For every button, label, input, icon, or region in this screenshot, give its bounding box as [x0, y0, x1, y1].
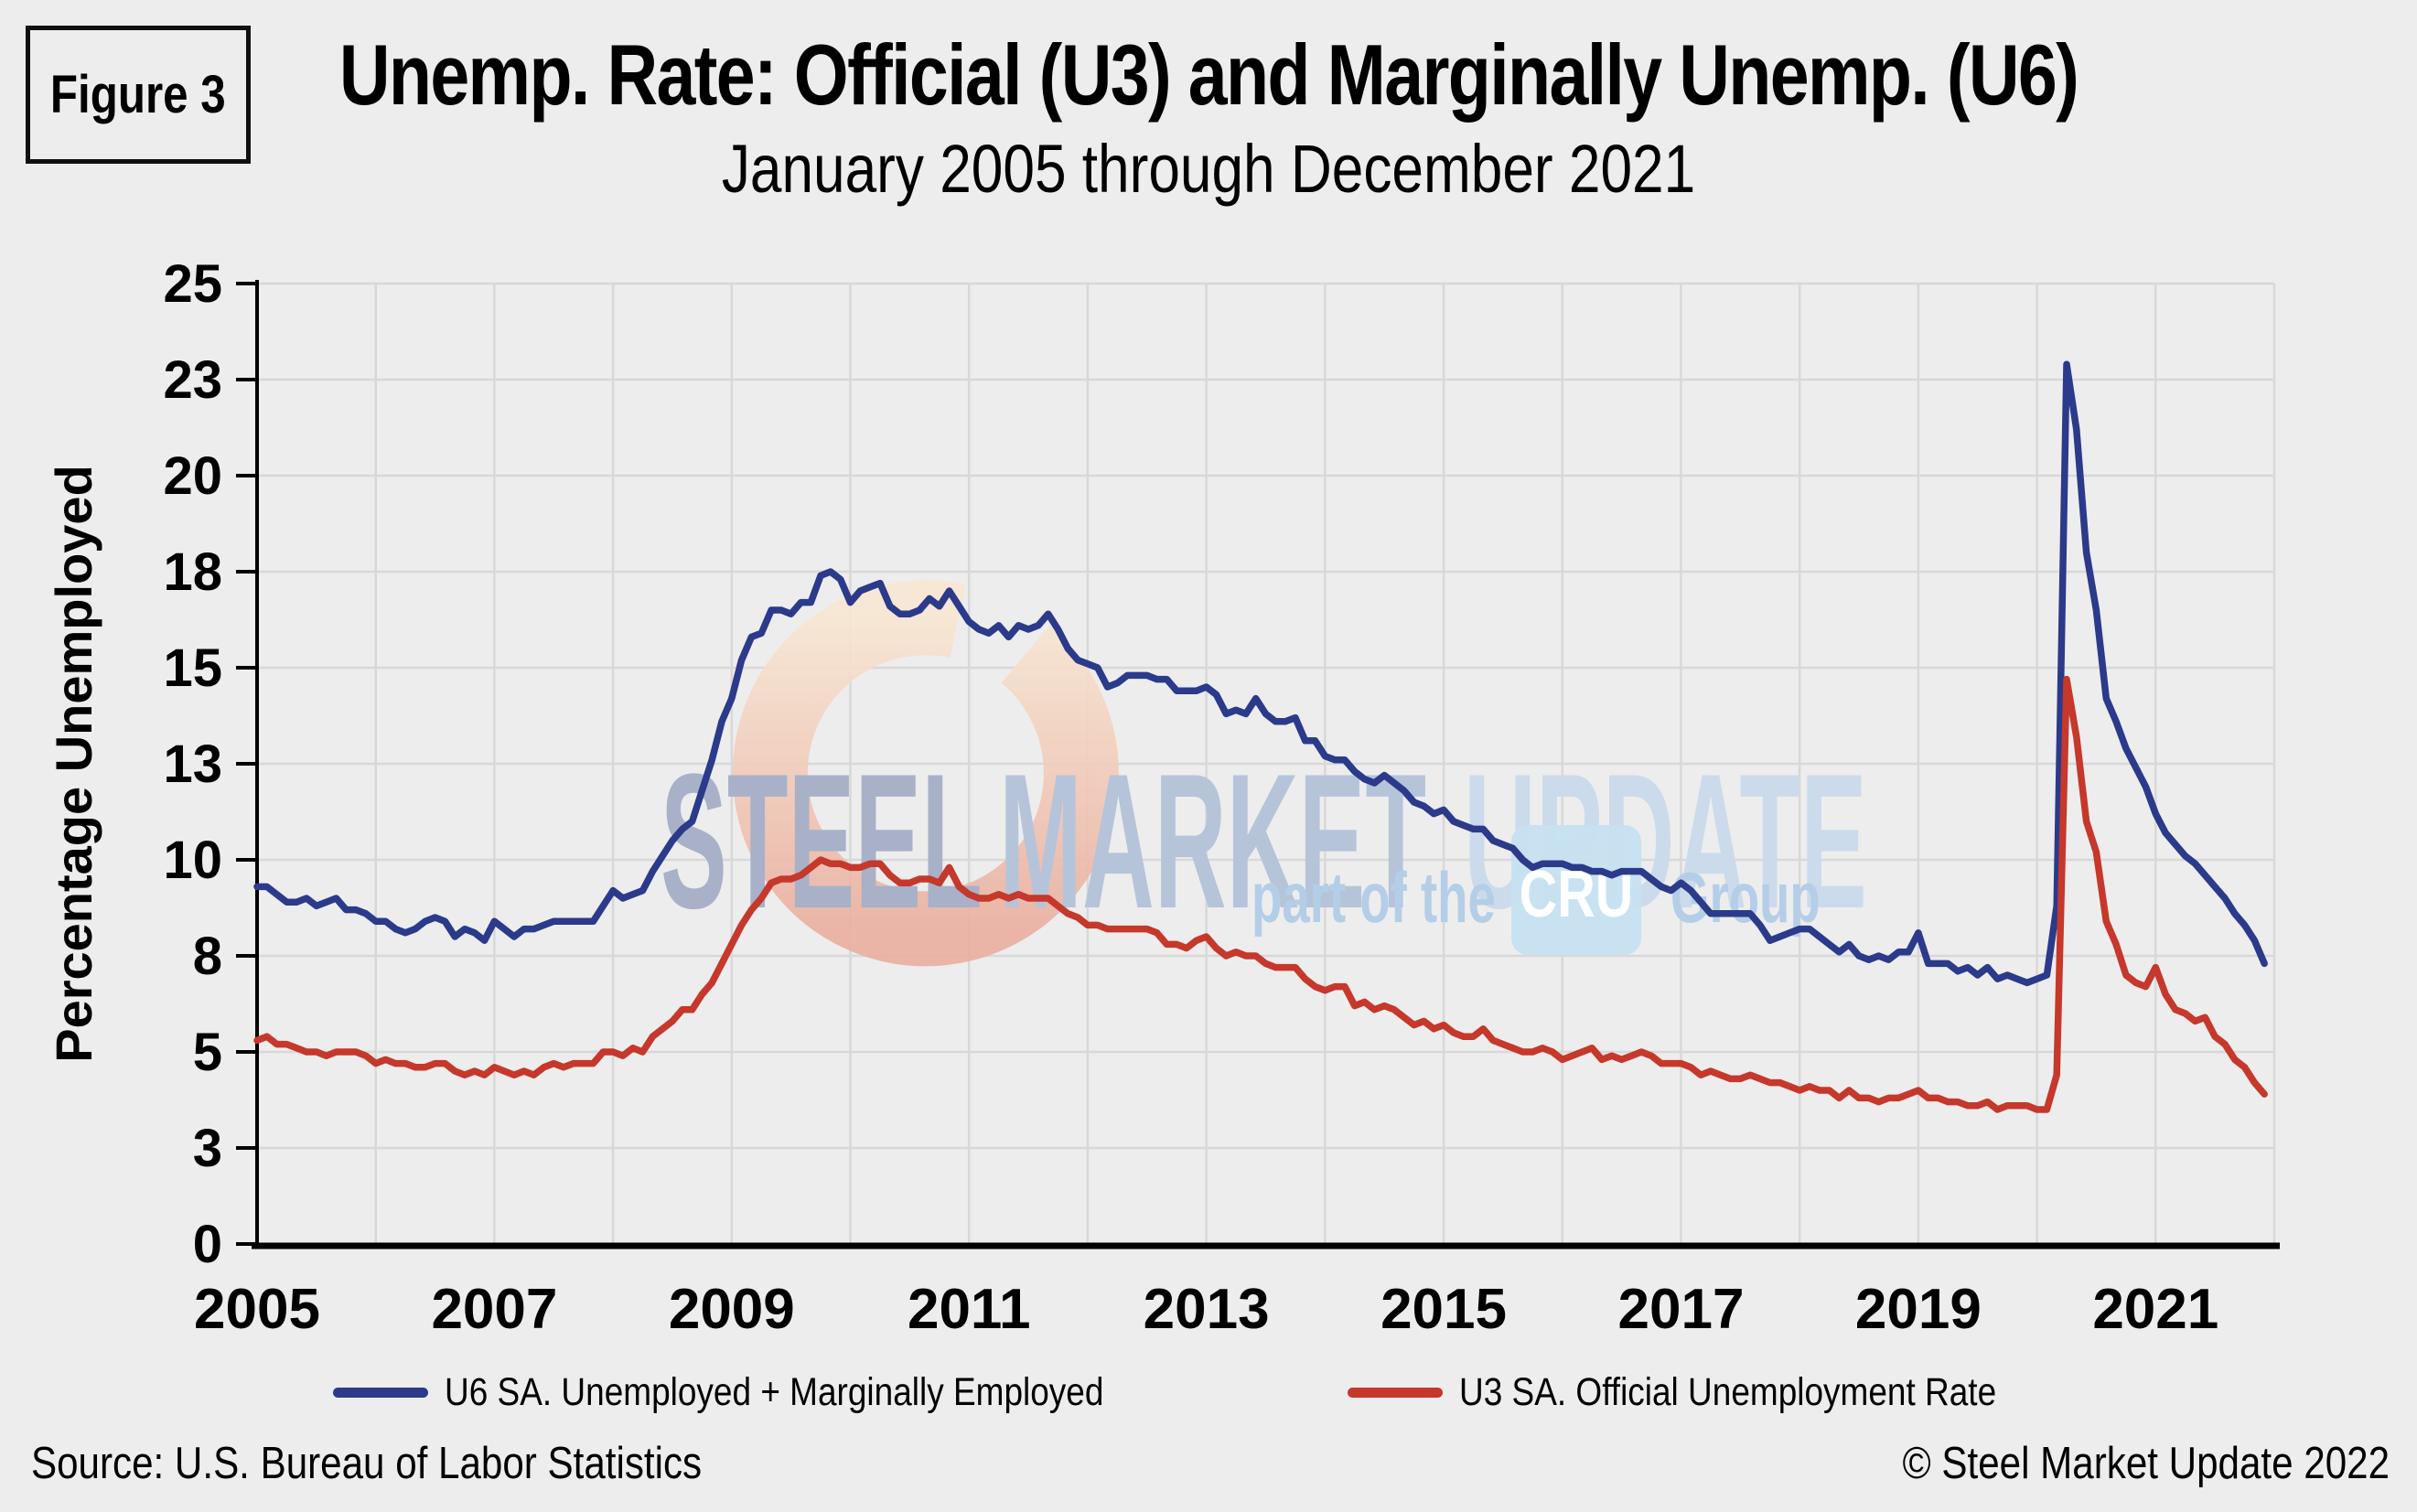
smu-logo-swoosh-icon — [732, 580, 1119, 967]
watermark-tagline-prefix: part of the — [1251, 858, 1496, 938]
y-tick-label: 18 — [163, 542, 222, 602]
y-tick-label: 3 — [193, 1119, 222, 1178]
cru-logo-box — [1511, 825, 1641, 955]
y-tick-label: 20 — [163, 446, 222, 506]
y-tick-label: 23 — [163, 350, 222, 410]
x-tick-label: 2011 — [908, 1278, 1031, 1341]
y-axis-title: Percentage Unemployed — [45, 465, 102, 1063]
y-tick-label: 5 — [193, 1023, 222, 1082]
y-tick-label: 10 — [163, 831, 222, 890]
chart-subtitle: January 2005 through December 2021 — [721, 131, 1696, 207]
chart-title: Unemp. Rate: Official (U3) and Marginall… — [338, 27, 2079, 123]
x-tick-label: 2021 — [2092, 1278, 2218, 1341]
legend-item-u6: U6 SA. Unemployed + Marginally Employed — [332, 1370, 1211, 1415]
y-tick-label: 25 — [163, 254, 222, 314]
copyright-note: © Steel Market Update 2022 — [1902, 1439, 2390, 1488]
source-note: Source: U.S. Bureau of Labor Statistics — [31, 1439, 703, 1488]
u3-series-line — [253, 675, 2268, 1113]
y-tick-label: 8 — [193, 927, 222, 986]
watermark-word-steel: STEEL — [661, 735, 983, 949]
u6-legend-label: U6 SA. Unemployed + Marginally Employed — [444, 1370, 1104, 1414]
y-tick-label: 0 — [193, 1215, 222, 1274]
x-tick-label: 2007 — [431, 1278, 557, 1341]
x-tick-label: 2009 — [669, 1278, 795, 1341]
legend-item-u3: U3 SA. Official Unemployment Rate — [1348, 1370, 2084, 1415]
u3-legend-label: U3 SA. Official Unemployment Rate — [1459, 1370, 1997, 1414]
y-tick-label: 15 — [163, 638, 222, 698]
x-tick-label: 2015 — [1380, 1278, 1507, 1341]
x-tick-label: 2017 — [1618, 1278, 1745, 1341]
figure-number-label: Figure 3 — [50, 65, 226, 124]
figure-number-box: Figure 3 — [26, 26, 251, 164]
x-tick-label: 2005 — [194, 1278, 320, 1341]
u3-legend-swatch — [1348, 1388, 1444, 1398]
u6-legend-swatch — [332, 1388, 428, 1398]
y-tick-label: 13 — [163, 735, 222, 794]
chart-legend: U6 SA. Unemployed + Marginally Employed … — [0, 1370, 2417, 1415]
x-tick-label: 2013 — [1144, 1278, 1270, 1341]
x-tick-label: 2019 — [1855, 1278, 1982, 1341]
u6-series-line — [253, 360, 2268, 987]
